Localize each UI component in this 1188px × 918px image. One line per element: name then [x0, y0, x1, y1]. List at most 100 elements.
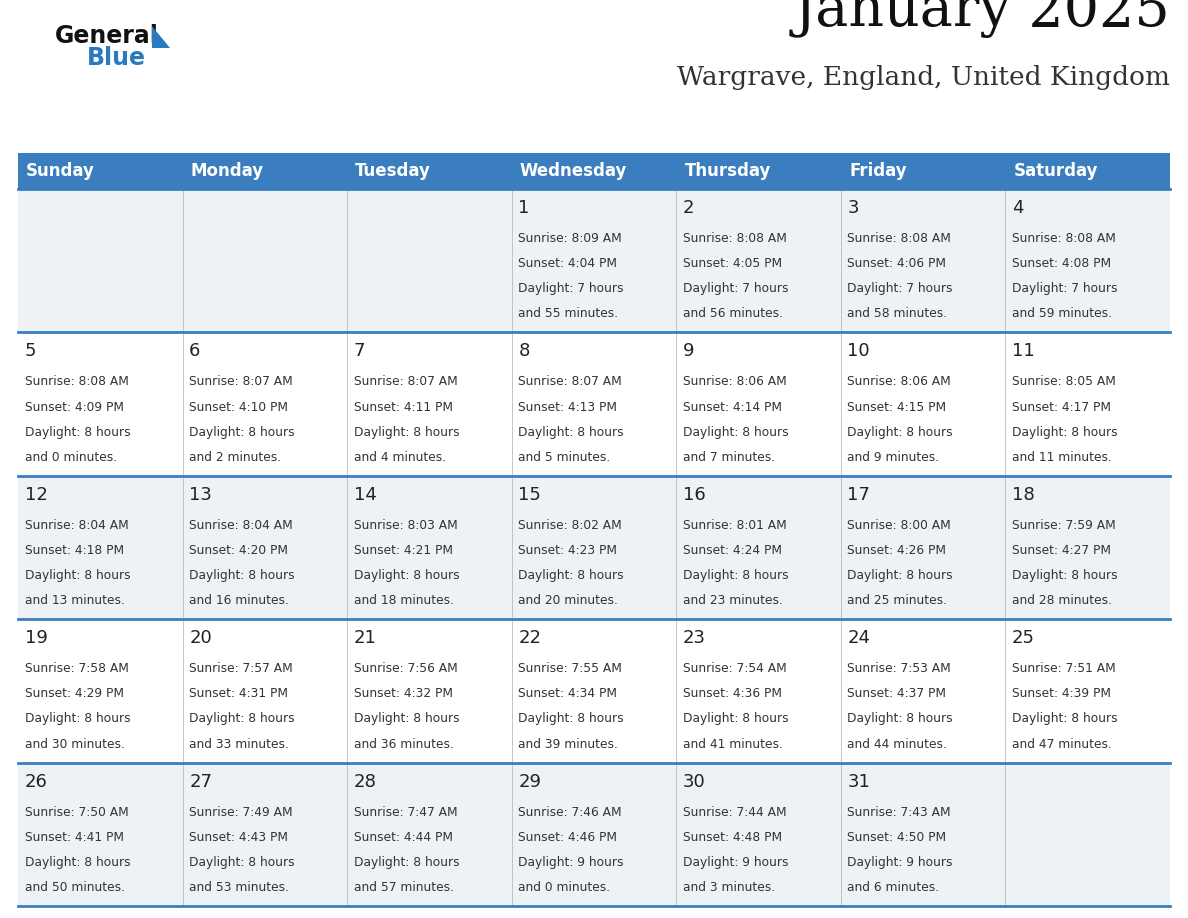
Text: Sunrise: 7:57 AM: Sunrise: 7:57 AM [189, 662, 293, 676]
Text: 2: 2 [683, 199, 694, 217]
Text: and 30 minutes.: and 30 minutes. [25, 737, 125, 751]
Text: and 44 minutes.: and 44 minutes. [847, 737, 947, 751]
Bar [1005, 763, 1170, 906]
Text: Sunrise: 7:47 AM: Sunrise: 7:47 AM [354, 806, 457, 819]
Text: Sunset: 4:05 PM: Sunset: 4:05 PM [683, 257, 782, 270]
Text: Sunset: 4:09 PM: Sunset: 4:09 PM [25, 400, 124, 413]
Text: 24: 24 [847, 629, 871, 647]
Bar [512, 763, 676, 906]
Bar [841, 763, 1005, 906]
Bar [1005, 476, 1170, 620]
Text: and 6 minutes.: and 6 minutes. [847, 881, 940, 894]
Bar [18, 332, 183, 476]
Text: 21: 21 [354, 629, 377, 647]
Text: Daylight: 8 hours: Daylight: 8 hours [847, 426, 953, 439]
Text: Daylight: 8 hours: Daylight: 8 hours [354, 856, 460, 868]
Text: Sunset: 4:36 PM: Sunset: 4:36 PM [683, 688, 782, 700]
Text: and 0 minutes.: and 0 minutes. [518, 881, 611, 894]
Text: Sunday: Sunday [26, 162, 95, 180]
Bar [347, 476, 512, 620]
Text: and 36 minutes.: and 36 minutes. [354, 737, 454, 751]
Text: Sunset: 4:13 PM: Sunset: 4:13 PM [518, 400, 618, 413]
Text: 26: 26 [25, 773, 48, 790]
Text: and 25 minutes.: and 25 minutes. [847, 594, 948, 607]
Text: Sunrise: 8:07 AM: Sunrise: 8:07 AM [189, 375, 293, 388]
Bar [18, 476, 183, 620]
Text: Daylight: 8 hours: Daylight: 8 hours [1012, 712, 1118, 725]
Text: Sunrise: 8:05 AM: Sunrise: 8:05 AM [1012, 375, 1116, 388]
Bar [18, 763, 183, 906]
Text: and 57 minutes.: and 57 minutes. [354, 881, 454, 894]
Text: Wargrave, England, United Kingdom: Wargrave, England, United Kingdom [677, 65, 1170, 90]
Text: 25: 25 [1012, 629, 1035, 647]
Text: Daylight: 8 hours: Daylight: 8 hours [683, 569, 789, 582]
Text: Sunset: 4:20 PM: Sunset: 4:20 PM [189, 543, 289, 557]
Text: 31: 31 [847, 773, 871, 790]
Text: Sunset: 4:06 PM: Sunset: 4:06 PM [847, 257, 947, 270]
Text: and 4 minutes.: and 4 minutes. [354, 451, 446, 464]
Text: and 58 minutes.: and 58 minutes. [847, 308, 948, 320]
Text: Sunrise: 7:53 AM: Sunrise: 7:53 AM [847, 662, 952, 676]
Text: Sunset: 4:24 PM: Sunset: 4:24 PM [683, 543, 782, 557]
Text: and 50 minutes.: and 50 minutes. [25, 881, 125, 894]
Text: Daylight: 8 hours: Daylight: 8 hours [518, 712, 624, 725]
Bar [841, 189, 1005, 332]
Text: Sunset: 4:37 PM: Sunset: 4:37 PM [847, 688, 947, 700]
Text: Sunset: 4:21 PM: Sunset: 4:21 PM [354, 543, 453, 557]
Text: and 13 minutes.: and 13 minutes. [25, 594, 125, 607]
Text: Sunset: 4:44 PM: Sunset: 4:44 PM [354, 831, 453, 844]
Text: Sunrise: 8:03 AM: Sunrise: 8:03 AM [354, 519, 457, 532]
Text: 8: 8 [518, 342, 530, 361]
Text: Tuesday: Tuesday [355, 162, 431, 180]
Text: 6: 6 [189, 342, 201, 361]
Bar [676, 620, 841, 763]
Text: Sunrise: 8:06 AM: Sunrise: 8:06 AM [847, 375, 952, 388]
Text: Daylight: 8 hours: Daylight: 8 hours [25, 426, 131, 439]
Text: Sunrise: 7:50 AM: Sunrise: 7:50 AM [25, 806, 128, 819]
Text: and 11 minutes.: and 11 minutes. [1012, 451, 1112, 464]
Text: Sunrise: 7:55 AM: Sunrise: 7:55 AM [518, 662, 623, 676]
Text: Daylight: 8 hours: Daylight: 8 hours [683, 712, 789, 725]
Text: 28: 28 [354, 773, 377, 790]
Bar [512, 153, 676, 189]
Text: Saturday: Saturday [1013, 162, 1098, 180]
Bar [183, 476, 347, 620]
Text: Sunset: 4:18 PM: Sunset: 4:18 PM [25, 543, 124, 557]
Text: 30: 30 [683, 773, 706, 790]
Text: Daylight: 8 hours: Daylight: 8 hours [518, 569, 624, 582]
Text: Sunrise: 8:01 AM: Sunrise: 8:01 AM [683, 519, 786, 532]
Text: Sunset: 4:48 PM: Sunset: 4:48 PM [683, 831, 782, 844]
Bar [183, 153, 347, 189]
Text: and 59 minutes.: and 59 minutes. [1012, 308, 1112, 320]
Text: and 3 minutes.: and 3 minutes. [683, 881, 775, 894]
Text: Sunset: 4:32 PM: Sunset: 4:32 PM [354, 688, 453, 700]
Bar [841, 153, 1005, 189]
Bar [512, 620, 676, 763]
Text: 13: 13 [189, 486, 211, 504]
Text: Daylight: 8 hours: Daylight: 8 hours [189, 426, 295, 439]
Text: and 18 minutes.: and 18 minutes. [354, 594, 454, 607]
Text: and 7 minutes.: and 7 minutes. [683, 451, 775, 464]
Text: and 5 minutes.: and 5 minutes. [518, 451, 611, 464]
Text: and 55 minutes.: and 55 minutes. [518, 308, 619, 320]
Bar [18, 189, 183, 332]
Text: 3: 3 [847, 199, 859, 217]
Bar [1005, 189, 1170, 332]
Bar [512, 476, 676, 620]
Text: 16: 16 [683, 486, 706, 504]
Text: Sunset: 4:41 PM: Sunset: 4:41 PM [25, 831, 124, 844]
Text: 9: 9 [683, 342, 694, 361]
Text: Daylight: 8 hours: Daylight: 8 hours [25, 712, 131, 725]
Text: January 2025: January 2025 [794, 0, 1170, 38]
Bar [676, 189, 841, 332]
Text: Blue: Blue [87, 46, 146, 70]
Bar [347, 153, 512, 189]
Text: and 53 minutes.: and 53 minutes. [189, 881, 289, 894]
Text: Sunset: 4:11 PM: Sunset: 4:11 PM [354, 400, 453, 413]
Text: and 56 minutes.: and 56 minutes. [683, 308, 783, 320]
Text: Sunset: 4:46 PM: Sunset: 4:46 PM [518, 831, 618, 844]
Text: Daylight: 7 hours: Daylight: 7 hours [683, 282, 789, 296]
Text: Sunrise: 7:43 AM: Sunrise: 7:43 AM [847, 806, 952, 819]
Text: and 39 minutes.: and 39 minutes. [518, 737, 618, 751]
Text: 17: 17 [847, 486, 871, 504]
